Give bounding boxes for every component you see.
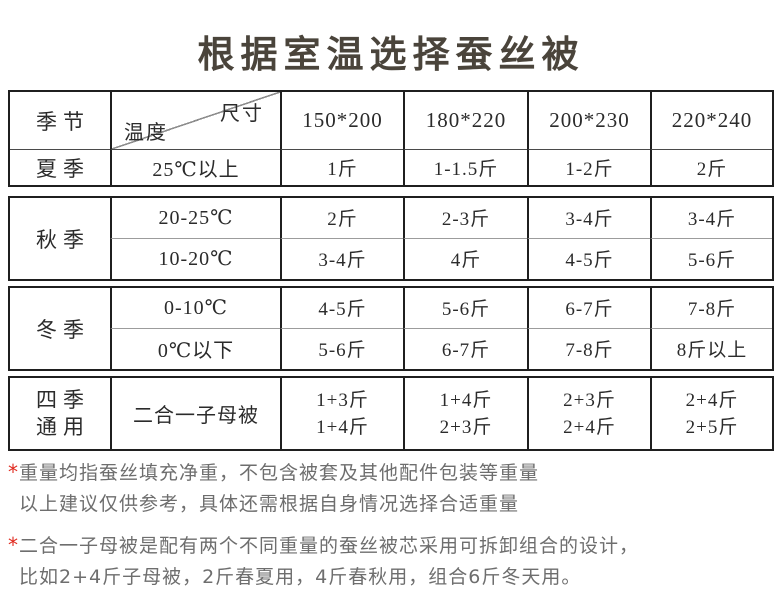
weight-cell: 1斤 [280, 150, 403, 185]
header-size-200x230: 200*230 [527, 92, 650, 150]
header-corner-cell: 尺寸 温度 [110, 92, 280, 150]
season-winter: 冬季 [36, 317, 90, 342]
footnote-combo-quilt: * 二合一子母被是配有两个不同重量的蚕丝被芯采用可拆卸组合的设计， 比如2+4斤… [8, 531, 768, 593]
header-size-220x240: 220*240 [650, 92, 772, 150]
season-all-seasons: 四季 通用 [10, 378, 110, 449]
weight-cell: 1-2斤 [527, 150, 650, 185]
weight-cell: 7-8斤 [650, 288, 772, 329]
table-section-summer: 季节 尺寸 温度 150*200 180*220 200*230 220*240… [8, 90, 774, 187]
temp-cell: 0-10℃ [110, 288, 280, 329]
weight-line: 1+4斤 [316, 416, 369, 438]
weight-cell: 3-4斤 [650, 198, 772, 239]
asterisk-marker: * [8, 460, 19, 484]
weight-cell: 7-8斤 [527, 328, 650, 369]
footnote-weight: * 重量均指蚕丝填充净重，不包含被套及其他配件包装等重量 以上建议仅供参考，具体… [8, 458, 768, 520]
weight-cell: 8斤以上 [650, 328, 772, 369]
season-line: 通用 [36, 414, 90, 439]
table-section-winter: 冬季 0-10℃ 4-5斤 5-6斤 6-7斤 7-8斤 0℃以下 5-6斤 6… [8, 286, 774, 371]
footnote-line: 二合一子母被是配有两个不同重量的蚕丝被芯采用可拆卸组合的设计， [19, 535, 640, 557]
temp-cell: 20-25℃ [110, 198, 280, 239]
weight-cell: 4-5斤 [280, 288, 403, 329]
weight-cell: 1-1.5斤 [403, 150, 527, 185]
corner-temp-label: 温度 [124, 122, 168, 144]
header-season: 季节 [10, 92, 110, 150]
weight-cell: 3-4斤 [280, 238, 403, 279]
weight-line: 1+3斤 [316, 389, 369, 411]
table-section-autumn: 秋季 20-25℃ 2斤 2-3斤 3-4斤 3-4斤 10-20℃ 3-4斤 … [8, 196, 774, 281]
weight-cell: 5-6斤 [403, 288, 527, 329]
season-summer: 夏季 [36, 156, 90, 181]
temp-summer: 25℃以上 [110, 150, 280, 185]
weight-cell: 3-4斤 [527, 198, 650, 239]
weight-line: 2+5斤 [685, 416, 739, 438]
weight-line: 2+3斤 [439, 416, 493, 438]
asterisk-marker: * [8, 533, 19, 557]
temp-cell: 0℃以下 [110, 328, 280, 369]
weight-cell: 2-3斤 [403, 198, 527, 239]
weight-cell: 6-7斤 [527, 288, 650, 329]
weight-line: 1+4斤 [439, 389, 493, 411]
weight-cell: 2斤 [280, 198, 403, 239]
footnote-line: 重量均指蚕丝填充净重，不包含被套及其他配件包装等重量 [19, 462, 540, 484]
weight-cell: 1+4斤 2+3斤 [403, 378, 527, 449]
weight-line: 2+4斤 [685, 389, 739, 411]
corner-size-label: 尺寸 [220, 103, 264, 125]
header-size-180x220: 180*220 [403, 92, 527, 150]
season-line: 四季 [36, 387, 90, 412]
weight-cell: 2+3斤 2+4斤 [527, 378, 650, 449]
weight-cell: 2斤 [650, 150, 772, 185]
weight-cell: 5-6斤 [280, 328, 403, 369]
weight-cell: 4-5斤 [527, 238, 650, 279]
page-title: 根据室温选择蚕丝被 [197, 33, 585, 76]
weight-cell: 4斤 [403, 238, 527, 279]
weight-cell: 1+3斤 1+4斤 [280, 378, 403, 449]
season-autumn: 秋季 [36, 227, 90, 252]
weight-cell: 6-7斤 [403, 328, 527, 369]
weight-line: 2+3斤 [563, 389, 616, 411]
product-name: 二合一子母被 [110, 378, 280, 449]
weight-cell: 2+4斤 2+5斤 [650, 378, 772, 449]
temp-cell: 10-20℃ [110, 238, 280, 279]
weight-cell: 5-6斤 [650, 238, 772, 279]
weight-line: 2+4斤 [563, 416, 616, 438]
header-size-150x200: 150*200 [280, 92, 403, 150]
footnote-line: 比如2+4斤子母被，2斤春夏用，4斤春秋用，组合6斤冬天用。 [19, 566, 582, 588]
footnote-line: 以上建议仅供参考，具体还需根据自身情况选择合适重量 [19, 493, 520, 515]
table-section-all-seasons: 四季 通用 二合一子母被 1+3斤 1+4斤 1+4斤 2+3斤 2+3斤 2+… [8, 376, 774, 451]
